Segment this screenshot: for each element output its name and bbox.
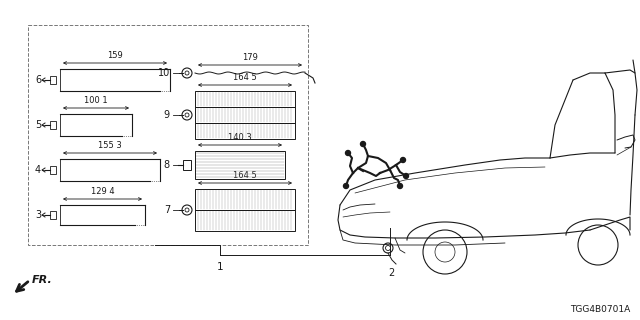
Bar (195, 91, 295, 107)
Circle shape (346, 150, 351, 156)
Text: 6: 6 (35, 75, 41, 85)
Text: 5: 5 (35, 120, 41, 130)
Text: 140 3: 140 3 (228, 133, 252, 142)
Text: 155 3: 155 3 (98, 141, 122, 150)
Circle shape (344, 183, 349, 188)
Text: 164 5: 164 5 (233, 73, 257, 82)
Bar (50, 211, 56, 219)
Text: 100 1: 100 1 (84, 96, 108, 105)
Text: 179: 179 (242, 53, 258, 62)
Text: 1: 1 (217, 262, 223, 272)
Bar (50, 121, 56, 129)
Text: 9: 9 (164, 110, 170, 120)
Bar (195, 189, 295, 210)
Bar (195, 210, 295, 231)
Circle shape (401, 157, 406, 163)
Text: 164 5: 164 5 (233, 171, 257, 180)
Bar (195, 151, 285, 179)
Text: 2: 2 (388, 268, 394, 278)
Text: 10: 10 (157, 68, 170, 78)
Bar (50, 166, 56, 174)
Text: 8: 8 (164, 160, 170, 170)
Bar (183, 160, 191, 170)
Text: TGG4B0701A: TGG4B0701A (570, 305, 630, 314)
Bar (195, 123, 295, 139)
Circle shape (403, 173, 408, 179)
Text: 7: 7 (164, 205, 170, 215)
Circle shape (360, 141, 365, 147)
Circle shape (397, 183, 403, 188)
Text: 159: 159 (107, 51, 123, 60)
Text: 3: 3 (35, 210, 41, 220)
Text: FR.: FR. (32, 275, 52, 285)
Bar (50, 76, 56, 84)
Text: 4: 4 (35, 165, 41, 175)
Bar (28, 25, 308, 245)
Bar (195, 107, 295, 123)
Text: 129 4: 129 4 (91, 187, 115, 196)
